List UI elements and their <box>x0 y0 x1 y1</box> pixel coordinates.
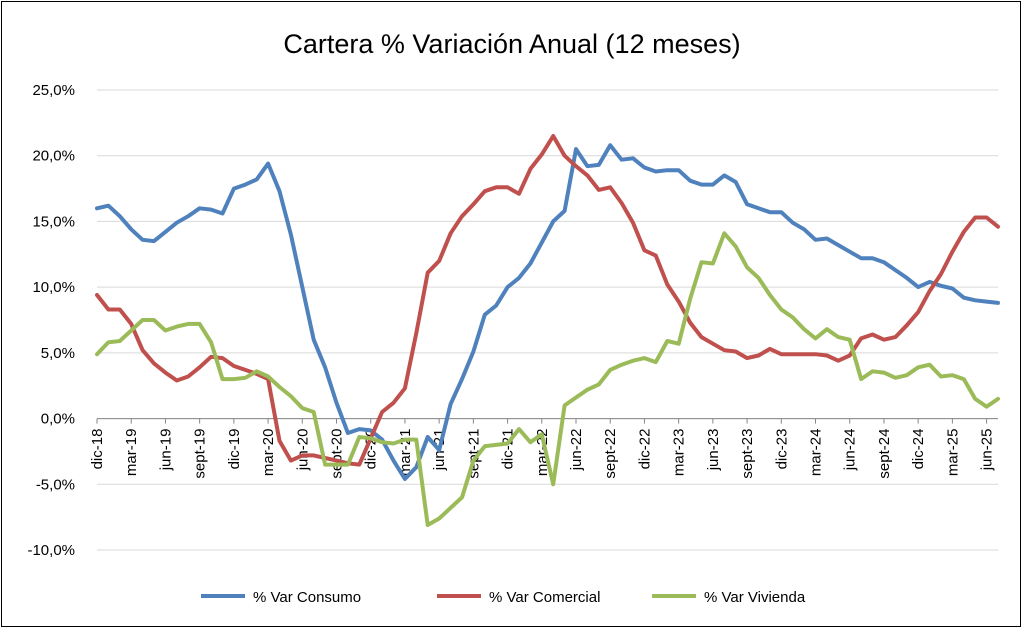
gridlines <box>97 89 998 551</box>
chart-title: Cartera % Variación Anual (12 meses) <box>283 29 740 59</box>
series-line-1 <box>95 143 1000 481</box>
x-tick-label: dic-22 <box>636 429 653 470</box>
x-tick-label: mar-20 <box>260 429 277 477</box>
x-tick-label: sept-19 <box>192 429 209 479</box>
x-tick-label: mar-22 <box>534 429 551 477</box>
x-tick-label: dic-24 <box>910 429 927 470</box>
x-tick-label: sept-20 <box>329 429 346 479</box>
x-axis-tick-labels: dic-18 mar-19 jun-19 sept-19 dic-19 mar-20 jun… <box>89 418 996 479</box>
legend-label: % Var Consumo <box>253 589 361 606</box>
series-lines <box>95 134 1000 527</box>
legend-label: % Var Vivienda <box>704 589 806 606</box>
x-tick-label: jun-24 <box>842 429 859 472</box>
y-tick-label: 20,0% <box>32 148 75 165</box>
x-tick-label: dic-18 <box>89 429 106 470</box>
series-line-3 <box>95 231 1000 527</box>
y-tick-label: 15,0% <box>32 213 75 230</box>
x-tick-label: mar-25 <box>944 429 961 477</box>
x-tick-label: mar-24 <box>808 429 825 477</box>
y-tick-label: -5,0% <box>36 476 75 493</box>
legend: % Var Consumo % Var Comercial % Var Vivien… <box>201 589 806 606</box>
x-tick-label: jun-25 <box>979 429 996 472</box>
y-tick-label: 10,0% <box>32 279 75 296</box>
x-tick-label: sept-24 <box>876 429 893 479</box>
y-tick-label: 25,0% <box>32 82 75 99</box>
x-tick-label: jun-23 <box>705 429 722 472</box>
series-line-2 <box>95 134 1000 467</box>
x-tick-label: jun-19 <box>157 429 174 472</box>
x-tick-label: dic-19 <box>226 429 243 470</box>
y-tick-label: 5,0% <box>41 345 75 362</box>
x-tick-label: mar-19 <box>123 429 140 477</box>
legend-label: % Var Comercial <box>489 589 600 606</box>
x-tick-label: dic-23 <box>773 429 790 470</box>
y-tick-label: -10,0% <box>27 542 75 559</box>
x-tick-label: sept-22 <box>602 429 619 479</box>
x-tick-label: sept-23 <box>739 429 756 479</box>
x-tick-label: jun-22 <box>568 429 585 472</box>
y-axis-tick-labels: -10,0% -5,0% 0,0% 5,0% 10,0% 15,0% 20,0% 25,0% <box>27 82 75 559</box>
x-tick-label: mar-23 <box>671 429 688 477</box>
y-tick-label: 0,0% <box>41 411 75 428</box>
x-tick-label: jun-20 <box>294 429 311 472</box>
